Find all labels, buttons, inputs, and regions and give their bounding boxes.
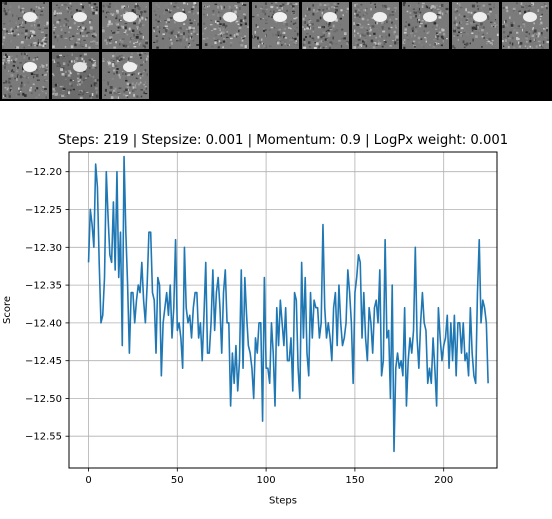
score-chart: 0 50 100 150 200 −12.55 −12.50 −12.45 −12.40 −12.… (0, 101, 552, 515)
x-tick-label: 100 (257, 475, 276, 486)
thumbnail-image (52, 2, 99, 49)
thumbnail-image (352, 2, 399, 49)
thumbnail-image (52, 52, 99, 99)
thumbnail-image (252, 2, 299, 49)
thumbnail-image (152, 2, 199, 49)
y-axis-label: Score (2, 296, 13, 324)
y-tick-label: −12.55 (25, 432, 62, 443)
thumbnail-image (102, 2, 149, 49)
y-tick-label: −12.40 (25, 318, 62, 329)
x-tick-label: 50 (171, 475, 184, 486)
chart-title: Steps: 219 | Stepsize: 0.001 | Momentum:… (58, 133, 508, 148)
x-tick-label: 150 (345, 475, 364, 486)
axis-ticks: 0 50 100 150 200 −12.55 −12.50 −12.45 −12.40 −12.… (25, 167, 453, 486)
axes-frame (68, 151, 498, 469)
thumbnail-image (302, 2, 349, 49)
y-tick-label: −12.50 (25, 394, 62, 405)
thumbnail-image (2, 52, 49, 99)
y-tick-label: −12.35 (25, 281, 62, 292)
thumbnail-image (402, 2, 449, 49)
x-tick-label: 0 (85, 475, 91, 486)
y-tick-label: −12.45 (25, 356, 62, 367)
thumbnail-image (202, 2, 249, 49)
thumbnail-image (102, 52, 149, 99)
x-tick-label: 200 (434, 475, 453, 486)
thumbnail-image (452, 2, 499, 49)
thumbnail-image (502, 2, 549, 49)
y-tick-label: −12.25 (25, 205, 62, 216)
thumbnail-strip (0, 0, 552, 101)
thumbnail-image (2, 2, 49, 49)
x-axis-label: Steps (269, 496, 297, 507)
y-tick-label: −12.30 (25, 243, 62, 254)
y-tick-label: −12.20 (25, 167, 62, 178)
chart-svg: 0 50 100 150 200 −12.55 −12.50 −12.45 −12.40 −12.… (2, 133, 508, 507)
score-series-line (87, 155, 489, 453)
axes-background (69, 152, 497, 468)
